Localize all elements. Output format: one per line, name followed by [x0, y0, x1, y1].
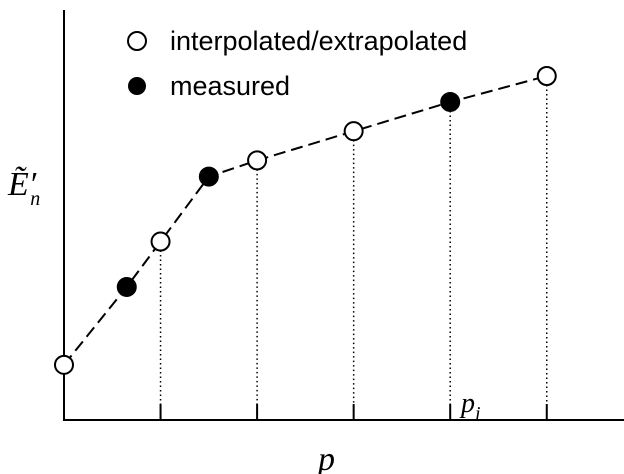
legend-filled-marker: [128, 77, 146, 95]
legend-open-marker: [127, 31, 147, 51]
interpolated-point-6: [343, 121, 364, 142]
x-axis-label: p: [316, 441, 335, 474]
legend: interpolated/extrapolated measured: [127, 26, 467, 101]
legend-label-measured: measured: [170, 71, 290, 101]
interpolated-point-1: [54, 354, 74, 375]
y-axis-label-subscript: n: [30, 188, 40, 210]
axes: [63, 10, 624, 421]
drop-lines: [159, 76, 548, 420]
marked-tick-subscript: i: [475, 403, 481, 425]
interpolated-point-8: [536, 66, 557, 86]
y-axis-label: Ẽ′n: [7, 166, 40, 210]
measured-point-4: [198, 166, 219, 187]
interpolated-point-3: [150, 231, 171, 252]
interpolated-point-5: [247, 150, 268, 171]
legend-label-interpolated: interpolated/extrapolated: [170, 26, 467, 56]
measured-point-7: [440, 91, 461, 112]
series-line: [63, 75, 548, 366]
marked-tick-label: pi: [459, 388, 481, 425]
data-markers: [54, 66, 557, 375]
x-ticks: [159, 404, 548, 420]
measured-point-2: [116, 276, 137, 297]
